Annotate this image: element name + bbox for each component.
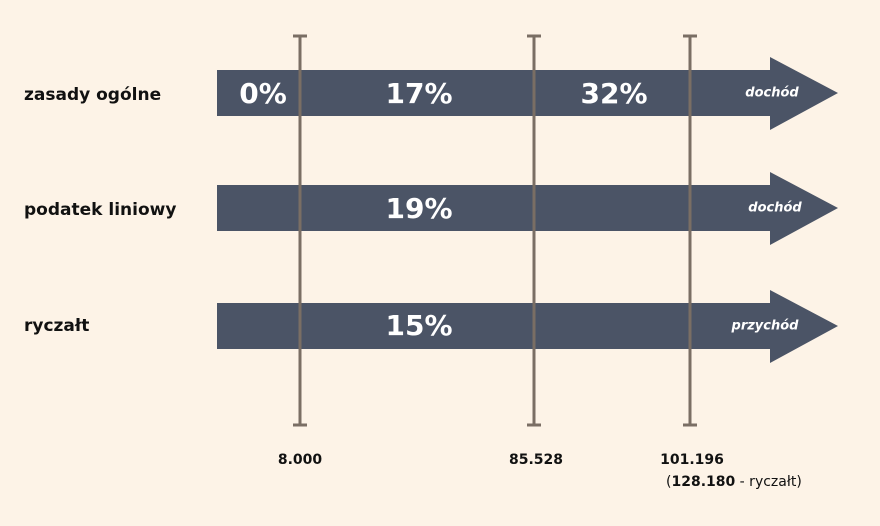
rate: 17%	[385, 77, 452, 110]
note-open: (	[666, 474, 671, 490]
arrow	[217, 57, 838, 130]
note-rest: - ryczałt)	[735, 474, 802, 490]
threshold-label: 85.528	[509, 452, 563, 468]
threshold-label: 8.000	[278, 452, 323, 468]
rate: 0%	[239, 77, 287, 110]
rate: 32%	[580, 77, 647, 110]
threshold-lines	[293, 34, 697, 427]
threshold-label: 101.196	[660, 452, 724, 468]
note-value: 128.180	[671, 474, 735, 490]
threshold-note: (128.180 - ryczałt)	[666, 474, 802, 490]
row-label: zasady ogólne	[24, 85, 161, 105]
arrow-end-label: dochód	[748, 201, 802, 216]
arrow-end-label: dochód	[745, 86, 799, 101]
arrow	[217, 172, 838, 245]
arrows	[217, 57, 838, 363]
row-label: podatek liniowy	[24, 200, 176, 220]
rate: 19%	[385, 192, 452, 225]
arrow-end-label: przychód	[731, 319, 800, 334]
rate: 15%	[385, 309, 452, 342]
row-label: ryczałt	[24, 316, 89, 336]
arrow	[217, 290, 838, 363]
